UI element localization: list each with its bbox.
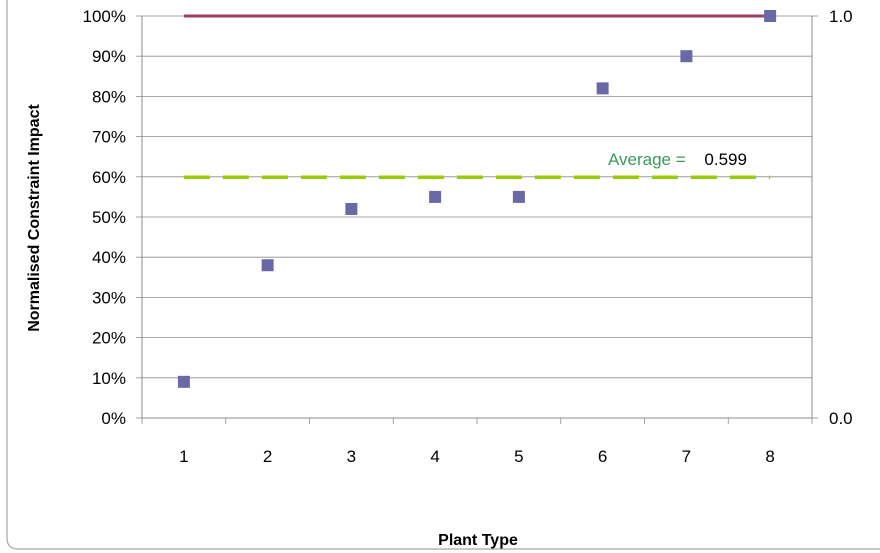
y-tick-label: 70% [92,128,126,147]
y-axis-title: Normalised Constraint Impact [26,104,43,332]
data-point [764,10,777,22]
x-tick-label: 5 [514,447,523,466]
gridlines [142,15,812,379]
x-tick-label: 6 [598,447,607,466]
average-value: 0.599 [704,150,747,169]
average-annotation: Average = 0.599 [608,150,747,169]
x-tick-label: 7 [682,447,691,466]
x-tick-label: 3 [347,447,356,466]
tick-labels: 0% 10% 20% 30% 40% 50% 60% 70% 80% 90% 100% 0.0 1.0 1… [83,7,853,466]
y-tick-label: 80% [92,87,126,106]
data-points [177,10,777,388]
y-tick-label: 60% [92,168,126,187]
chart-area-border [6,0,880,550]
average-label: Average = [608,150,686,169]
y2-tick-label: 0.0 [829,409,853,428]
x-tick-label: 8 [765,447,774,466]
data-point [596,82,609,95]
data-point [261,259,274,272]
x-tick-label: 2 [263,447,272,466]
data-point [680,50,693,63]
data-point [345,202,358,215]
data-point [512,190,525,203]
data-point [429,190,442,203]
y-tick-label: 10% [92,369,126,388]
x-tick-label: 4 [430,447,439,466]
reference-lines [183,14,771,179]
y-tick-label: 50% [92,208,126,227]
x-axis-title: Plant Type [438,532,518,549]
x-tick-label: 1 [179,447,188,466]
y-tick-label: 40% [92,248,126,267]
y-tick-label: 30% [92,288,126,307]
y-tick-label: 0% [101,409,126,428]
y-tick-label: 90% [92,47,126,66]
y2-tick-label: 1.0 [829,7,853,26]
axes [136,15,818,424]
y-tick-label: 100% [83,7,126,26]
data-point [177,375,190,388]
y-tick-label: 20% [92,329,126,348]
